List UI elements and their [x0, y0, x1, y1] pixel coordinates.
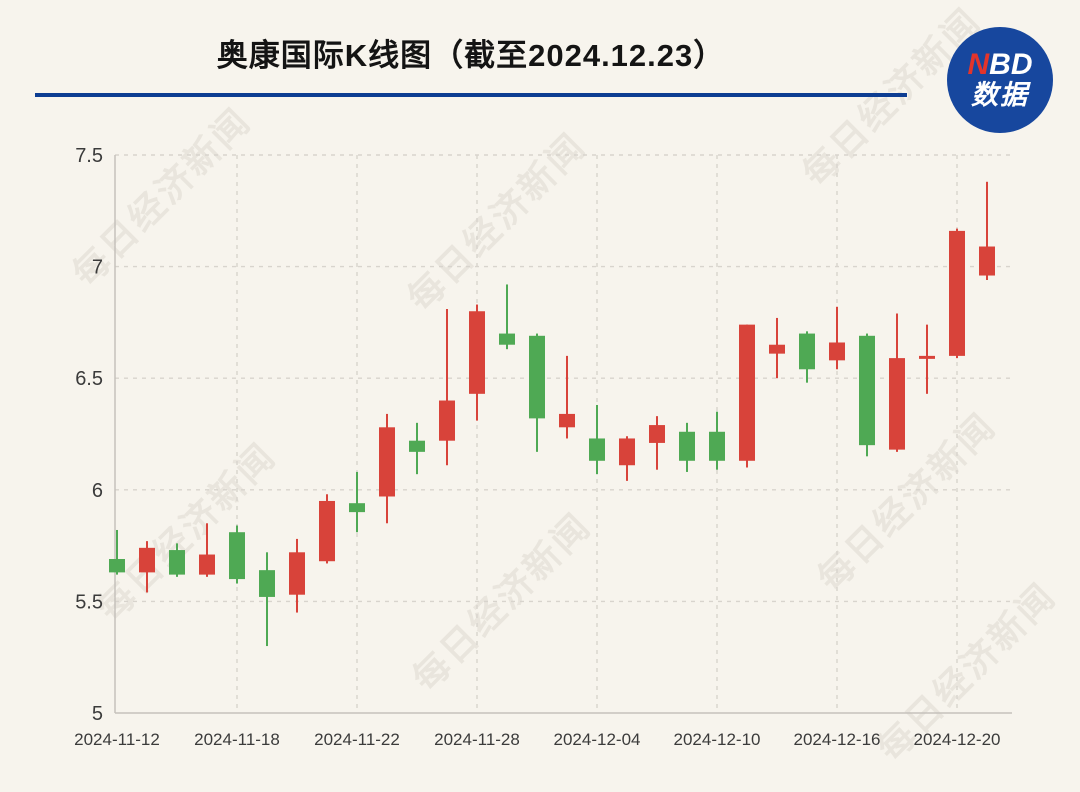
candle-body — [409, 440, 425, 452]
candle-body — [469, 311, 485, 394]
candle-body — [289, 552, 305, 595]
candle-2024-11-21 — [319, 494, 335, 564]
candle-body — [379, 427, 395, 497]
title-underline — [35, 93, 907, 97]
candle-body — [169, 550, 185, 575]
candle-2024-12-11 — [739, 324, 755, 468]
x-axis-label: 2024-11-22 — [314, 730, 400, 749]
candle-body — [559, 413, 575, 428]
candle-body — [109, 558, 125, 573]
candle-body — [199, 554, 215, 575]
candle-body — [919, 355, 935, 359]
x-axis-label: 2024-11-28 — [434, 730, 520, 749]
x-axis-label: 2024-11-18 — [194, 730, 280, 749]
x-axis-label: 2024-12-20 — [914, 730, 1001, 749]
candle-body — [649, 425, 665, 443]
candle-2024-11-20 — [289, 538, 305, 613]
candle-body — [619, 438, 635, 466]
candle-body — [889, 358, 905, 450]
candle-2024-12-13 — [799, 331, 815, 383]
candle-2024-11-29 — [499, 284, 515, 350]
candle-body — [499, 333, 515, 345]
candle-2024-12-16 — [829, 306, 845, 370]
x-axis-label: 2024-12-16 — [794, 730, 881, 749]
candle-2024-12-20 — [949, 228, 965, 359]
candle-body — [439, 400, 455, 441]
y-axis-label: 6 — [92, 480, 103, 502]
candle-2024-12-17 — [859, 333, 875, 457]
nbd-logo-bd: BD — [989, 48, 1033, 81]
x-axis-label: 2024-11-12 — [74, 730, 160, 749]
candle-2024-11-15 — [199, 523, 215, 577]
candle-2024-11-22 — [349, 471, 365, 533]
candle-2024-11-13 — [139, 541, 155, 593]
nbd-logo: NBD 数据 — [947, 27, 1053, 133]
candle-2024-12-06 — [649, 416, 665, 470]
candle-2024-12-18 — [889, 313, 905, 452]
nbd-logo-text: NBD — [967, 50, 1032, 80]
candle-body — [799, 333, 815, 370]
candle-2024-11-28 — [469, 304, 485, 421]
candle-2024-11-18 — [229, 525, 245, 584]
candle-2024-11-26 — [409, 422, 425, 475]
candle-body — [709, 431, 725, 461]
candle-body — [259, 570, 275, 597]
candle-2024-12-09 — [679, 422, 695, 472]
candle-2024-12-12 — [769, 317, 785, 379]
y-axis-label: 6.5 — [75, 368, 103, 390]
candle-body — [349, 503, 365, 513]
y-axis-label: 5 — [92, 703, 103, 725]
candle-2024-11-27 — [439, 309, 455, 466]
y-axis-label: 5.5 — [75, 591, 103, 613]
candle-body — [949, 230, 965, 356]
candle-2024-11-25 — [379, 413, 395, 524]
page-title: 奥康国际K线图（截至2024.12.23） — [216, 38, 726, 73]
candle-2024-12-03 — [559, 355, 575, 439]
candle-2024-12-05 — [619, 436, 635, 481]
candle-body — [529, 335, 545, 419]
candle-body — [979, 246, 995, 276]
candle-2024-12-04 — [589, 404, 605, 475]
candle-body — [829, 342, 845, 361]
candle-body — [769, 344, 785, 354]
y-axis-label: 7 — [92, 257, 103, 279]
candle-2024-11-14 — [169, 543, 185, 577]
candle-2024-11-19 — [259, 552, 275, 647]
candle-body — [319, 500, 335, 562]
candle-body — [589, 438, 605, 461]
candle-2024-12-10 — [709, 411, 725, 470]
x-axis-label: 2024-12-04 — [554, 730, 641, 749]
candle-body — [229, 532, 245, 580]
candle-body — [139, 547, 155, 573]
y-axis-label: 7.5 — [75, 145, 103, 167]
nbd-logo-n: N — [967, 48, 990, 81]
nbd-logo-sub: 数据 — [971, 80, 1029, 110]
candle-2024-12-23 — [979, 181, 995, 280]
x-axis-label: 2024-12-10 — [674, 730, 761, 749]
candle-2024-11-12 — [109, 529, 125, 575]
candle-2024-12-19 — [919, 324, 935, 394]
candle-body — [739, 324, 755, 461]
candle-2024-12-02 — [529, 333, 545, 452]
candle-body — [679, 431, 695, 461]
candle-body — [859, 335, 875, 446]
